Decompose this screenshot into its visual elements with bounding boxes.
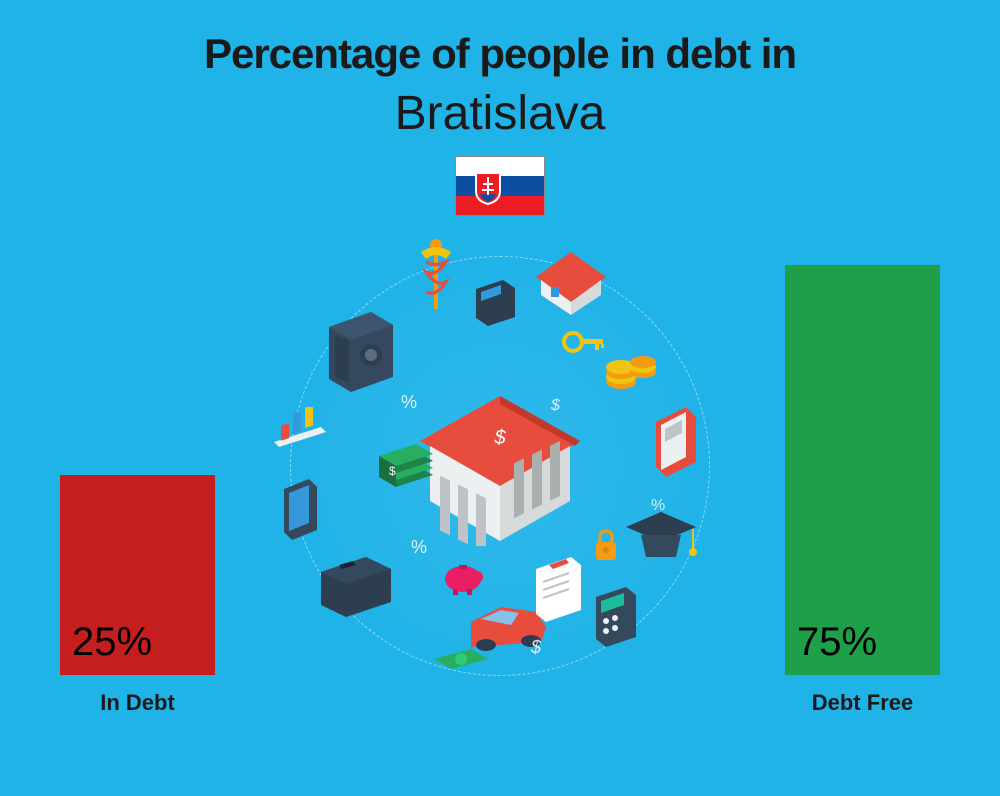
small-calculator-icon <box>471 277 521 327</box>
piggy-bank-icon <box>441 557 486 597</box>
bar-in-debt-fill: 25% <box>60 475 215 675</box>
bar-debt-free: 75% Debt Free <box>785 265 940 716</box>
smartphone-icon <box>651 407 701 477</box>
bar-in-debt: 25% In Debt <box>60 475 215 716</box>
clipboard-icon <box>531 557 586 622</box>
lock-icon <box>591 527 621 562</box>
bar-chart-icon <box>271 407 331 457</box>
chart-title: Percentage of people in debt in <box>0 0 1000 78</box>
svg-text:$: $ <box>389 464 396 478</box>
briefcase-icon <box>311 547 401 617</box>
center-illustration: $ <box>290 256 710 676</box>
circle-background: $ <box>290 256 710 676</box>
coins-icon <box>601 337 661 397</box>
graduation-cap-icon <box>621 507 701 567</box>
percent-glyph-icon: % <box>401 392 417 413</box>
calculator-icon <box>591 587 641 647</box>
key-icon <box>561 327 606 357</box>
cash-stack-icon: $ <box>371 437 441 507</box>
cash-bill-icon <box>431 647 491 682</box>
slovakia-flag-icon <box>455 156 545 216</box>
caduceus-icon <box>411 237 461 317</box>
percent-glyph-icon: % <box>411 537 427 558</box>
dollar-glyph-icon: $ <box>551 397 560 415</box>
bar-debt-free-label: Debt Free <box>785 690 940 716</box>
bar-debt-free-value: 75% <box>797 620 877 665</box>
mobile-icon <box>281 477 321 542</box>
flag-emblem-icon <box>474 171 502 205</box>
house-icon <box>531 247 611 317</box>
dollar-glyph-icon: $ <box>531 637 541 658</box>
svg-text:$: $ <box>493 427 506 449</box>
flag-container <box>0 156 1000 216</box>
chart-area: 25% In Debt 75% Debt Free $ <box>0 236 1000 796</box>
bar-in-debt-value: 25% <box>72 620 152 665</box>
safe-icon <box>321 307 401 397</box>
bar-in-debt-label: In Debt <box>60 690 215 716</box>
city-name: Bratislava <box>0 86 1000 141</box>
bar-debt-free-fill: 75% <box>785 265 940 675</box>
percent-glyph-icon: % <box>651 497 665 515</box>
